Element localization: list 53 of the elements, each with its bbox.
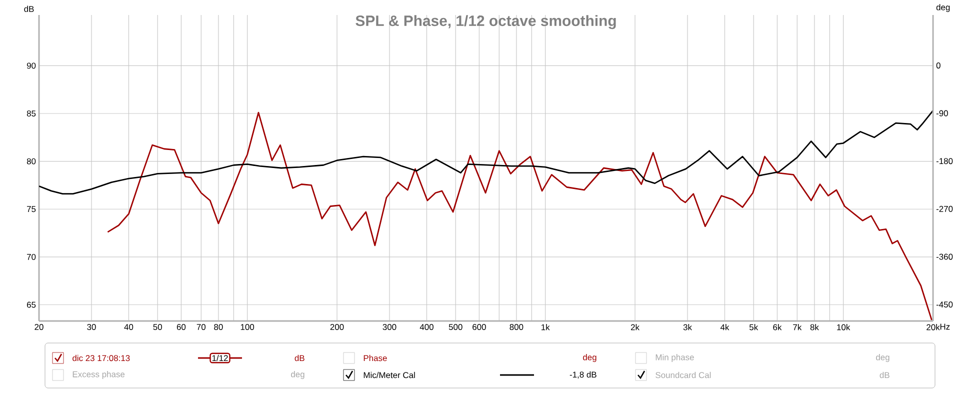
text: deg [583,354,596,362]
y-tick-label: 70 [27,254,36,260]
x-tick-label: 200 [330,324,344,330]
y2-tick-label: -90 [936,110,948,116]
y2-axis-title: deg [936,4,950,12]
text: Min phase [656,354,694,362]
x-tick-label: 100 [240,324,254,330]
x-tick-label: 5k [749,324,758,330]
x-tick-label: 40 [124,324,134,330]
legend-label: dic 23 17:08:13 [72,354,130,362]
y2-tick-label: -360 [936,254,953,260]
text: 1/12 [212,354,228,362]
x-tick-label: 2k [630,324,640,330]
y2-tick-label: -180 [936,158,953,164]
text: Soundcard Cal [656,372,711,378]
y-axis-title: dB [24,6,34,12]
x-tick-label: 8k [810,324,819,330]
x-tick-label: 6k [773,324,782,330]
x-tick-label: 7k [793,324,802,330]
x-tick-label: 500 [448,324,462,330]
x-tick-label: 30 [87,324,96,330]
x-tick-label: 800 [510,324,524,330]
x-tick-label: 80 [214,324,223,330]
text: dB [880,372,890,378]
x-tick-label: 60 [176,324,186,330]
x-tick-label: 600 [472,324,486,330]
x-tick-label: 20k [926,324,940,330]
text: dB [294,354,304,362]
y2-tick-label: 0 [936,62,940,68]
y2-tick-label: -270 [936,206,953,212]
text: Excess phase [72,371,125,379]
chart-title: SPL & Phase, 1/12 octave smoothing [356,15,616,30]
y2-tick-label: -450 [936,302,953,308]
text: -1,8 dB [570,371,596,379]
x-tick-label: 300 [382,324,396,330]
x-tick-label: 10k [837,324,850,330]
text: Phase [364,354,387,362]
y-tick-label: 75 [27,206,36,212]
x-axis-title: Hz [940,324,950,330]
x-tick-label: 70 [196,324,206,330]
x-tick-label: 3k [683,324,692,330]
x-tick-label: 400 [420,324,434,330]
x-tick-label: 50 [153,324,162,330]
y-tick-label: 90 [26,62,36,69]
text: deg [876,354,890,362]
y-tick-label: 80 [26,158,36,164]
x-tick-label: 20 [34,324,44,330]
y-tick-label: 65 [27,302,36,308]
y-tick-label: 85 [26,110,36,116]
legend-label: Mic/Meter Cal [364,372,415,378]
text: deg [291,371,304,379]
x-tick-label: 1k [541,324,550,330]
x-tick-label: 4k [720,324,730,330]
